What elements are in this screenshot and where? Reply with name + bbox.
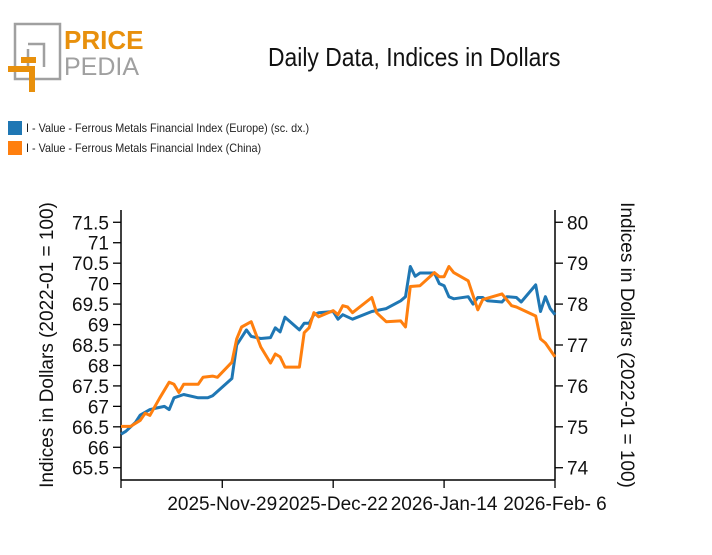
legend-label-europe: I - Value - Ferrous Metals Financial Ind… [26,121,310,135]
x-tick-label: 2026-Feb- 6 [503,494,607,515]
y-tick-label-right: 76 [567,377,588,398]
logo-text-top: PRICE [64,25,143,55]
y-axis-label-right: Indices in Dollars (2022-01 = 100) [616,202,637,488]
x-tick-label: 2025-Nov-29 [167,494,277,515]
y-tick-label-left: 67.5 [72,377,109,398]
y-tick-label-left: 71 [88,234,109,255]
legend-swatch-europe [8,121,22,135]
pricepedia-logo: PRICE PEDIA [8,22,143,92]
y-tick-label-right: 80 [567,213,588,234]
y-tick-label-left: 70.5 [72,254,109,275]
y-tick-label-left: 66 [88,438,109,459]
y-tick-label-left: 65.5 [72,459,109,480]
legend-item-china[interactable]: I - Value - Ferrous Metals Financial Ind… [8,138,341,158]
x-tick-label: 2026-Jan-14 [391,494,498,515]
y-tick-label-right: 77 [567,336,588,357]
y-tick-label-left: 69.5 [72,295,109,316]
series-line-china [121,265,557,428]
chart-title: Daily Data, Indices in Dollars [268,42,561,72]
logo-text-bottom: PEDIA [64,53,139,81]
x-tick-label: 2025-Dec-22 [278,494,388,515]
y-tick-label-left: 67 [88,397,109,418]
y-tick-label-left: 68.5 [72,336,109,357]
y-tick-label-left: 69 [88,316,109,337]
legend: I - Value - Ferrous Metals Financial Ind… [8,118,341,158]
y-tick-label-right: 79 [567,254,588,275]
y-tick-label-right: 75 [567,418,588,439]
y-tick-label-left: 68 [88,356,109,377]
series-line-europe [120,265,557,436]
legend-swatch-china [8,141,22,155]
y-axis-label-left: Indices in Dollars (2022-01 = 100) [37,202,58,488]
legend-item-europe[interactable]: I - Value - Ferrous Metals Financial Ind… [8,118,341,138]
y-tick-label-left: 70 [88,275,109,296]
legend-label-china: I - Value - Ferrous Metals Financial Ind… [26,141,262,155]
y-tick-label-right: 78 [567,295,588,316]
y-tick-label-left: 71.5 [72,213,109,234]
y-tick-label-left: 66.5 [72,418,109,439]
y-tick-label-right: 74 [567,459,589,480]
